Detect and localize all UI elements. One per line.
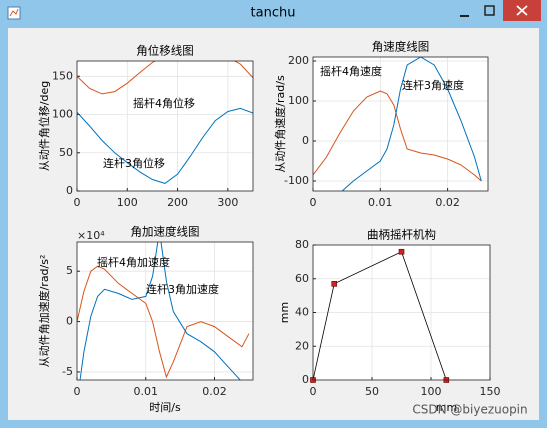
- x-axis-label: 时间/s: [149, 401, 181, 414]
- y-axis-label: 从动件角速度/rad/s: [273, 75, 287, 173]
- y-tick-label: 100: [52, 108, 73, 121]
- y-axis-label: 从动件角加速度/rad/s²: [37, 255, 51, 368]
- y-tick-label: 40: [295, 306, 309, 319]
- y-tick-label: 50: [59, 146, 73, 159]
- x-tick-label: 0.02: [435, 196, 460, 209]
- y-tick-label: 0: [302, 373, 309, 386]
- y-tick-label: 5: [66, 264, 73, 277]
- y-tick-label: 80: [295, 238, 309, 251]
- x-tick-label: 0: [74, 196, 81, 209]
- data-line: [77, 61, 253, 95]
- data-line: [341, 57, 482, 191]
- axes-background: [77, 61, 253, 191]
- axes-box: [312, 56, 489, 192]
- y-multiplier: ×10⁴: [77, 229, 105, 242]
- chart-title: 角位移线图: [136, 44, 194, 58]
- y-tick-label: 60: [295, 272, 309, 285]
- x-tick-label: 150: [480, 385, 501, 398]
- plot-area: [313, 251, 447, 380]
- x-tick-label: 0.01: [368, 196, 393, 209]
- annotation: 连杆3角位移: [103, 156, 165, 170]
- annotation: 摇杆4角位移: [133, 96, 195, 110]
- data-line: [77, 107, 253, 184]
- joint-marker: [331, 281, 338, 287]
- y-axis-label: mm: [278, 302, 291, 323]
- axes-box: [76, 60, 254, 192]
- close-icon: [516, 5, 528, 16]
- data-line: [79, 242, 241, 380]
- chart-title: 曲柄摇杆机构: [367, 228, 436, 242]
- x-tick-label: 100: [117, 196, 138, 209]
- y-tick-label: -5: [62, 365, 73, 378]
- y-tick-label: 0: [302, 134, 309, 147]
- x-tick-label: 200: [167, 196, 188, 209]
- x-tick-label: 300: [217, 196, 238, 209]
- axes-box: [76, 241, 254, 381]
- data-line: [313, 251, 447, 380]
- y-tick-label: 150: [52, 69, 73, 82]
- annotation: 摇杆4角速度: [320, 64, 382, 78]
- y-tick-label: 0: [66, 315, 73, 328]
- plot-area: [313, 57, 482, 191]
- y-axis-label: 从动件角位移/deg: [37, 81, 51, 171]
- x-tick-label: 0: [74, 385, 81, 398]
- data-line: [313, 90, 482, 182]
- window-title: tanchu: [251, 6, 296, 21]
- y-tick-label: -100: [284, 174, 309, 187]
- axes-box: [312, 244, 491, 381]
- x-tick-label: 0.01: [134, 385, 159, 398]
- plot-area: [77, 242, 250, 380]
- data-line: [77, 265, 250, 379]
- x-tick-label: 100: [421, 385, 442, 398]
- x-tick-label: 0.02: [202, 385, 227, 398]
- plot-area: [77, 61, 253, 184]
- app-icon: [7, 6, 21, 20]
- annotation: 连杆3角速度: [402, 78, 464, 92]
- y-tick-label: 100: [288, 94, 309, 107]
- app-icon-glyph: [9, 8, 19, 17]
- maximize-button[interactable]: [484, 5, 495, 16]
- watermark: CSDN @biyezuopin: [412, 403, 527, 417]
- y-tick-label: 200: [288, 54, 309, 67]
- annotation: 摇杆4角加速度: [97, 255, 170, 269]
- x-tick-label: 0: [310, 196, 317, 209]
- y-tick-label: 0: [66, 184, 73, 197]
- annotation: 连杆3角加速度: [146, 282, 219, 296]
- axes-background: [313, 57, 488, 191]
- x-axis-label: mm: [436, 401, 457, 414]
- axes-background: [77, 242, 253, 380]
- chart-title: 角速度线图: [372, 40, 430, 54]
- x-tick-label: 50: [365, 385, 379, 398]
- joint-marker: [398, 248, 405, 255]
- y-tick-label: 20: [295, 339, 309, 352]
- chart-title: 角加速度线图: [131, 225, 200, 239]
- x-tick-label: 0: [310, 385, 317, 398]
